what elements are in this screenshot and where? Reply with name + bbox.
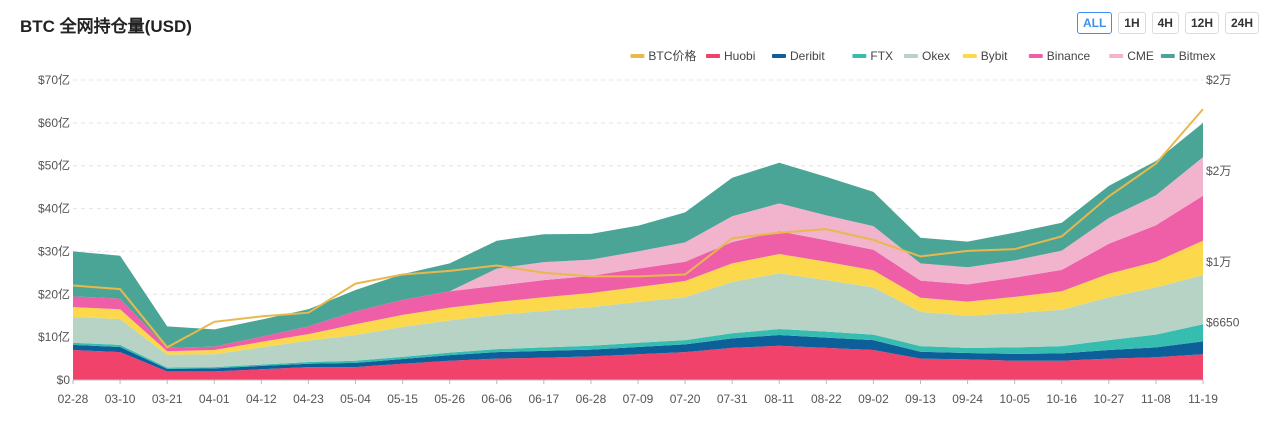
x-tick-label: 05-26 <box>434 392 465 406</box>
tab-1h[interactable]: 1H <box>1118 12 1146 34</box>
legend-swatch <box>1160 54 1175 58</box>
legend-label[interactable]: Binance <box>1047 49 1091 63</box>
page-title: BTC 全网持仓量(USD) <box>20 17 192 36</box>
x-tick-label: 04-23 <box>293 392 324 406</box>
y-tick-label: $50亿 <box>38 158 70 173</box>
price-tick-label: $2万 <box>1206 164 1231 178</box>
legend-swatch <box>1028 54 1043 58</box>
area-series-okex <box>73 273 1203 368</box>
x-tick-label: 02-28 <box>58 392 89 406</box>
x-tick-label: 06-17 <box>528 392 559 406</box>
legend-swatch <box>904 54 918 58</box>
x-tick-label: 10-05 <box>999 392 1030 406</box>
x-tick-label: 06-06 <box>481 392 512 406</box>
y-tick-label: $60亿 <box>38 115 70 130</box>
x-tick-label: 09-13 <box>905 392 936 406</box>
x-tick-label: 05-15 <box>387 392 418 406</box>
legend-swatch <box>1109 54 1124 58</box>
legend-label[interactable]: FTX <box>870 49 893 63</box>
tab-4h[interactable]: 4H <box>1151 12 1179 34</box>
time-range-tabs: ALL 1H 4H 12H 24H <box>1076 12 1259 34</box>
x-tick-label: 11-19 <box>1188 392 1218 406</box>
area-series-huobi <box>73 345 1203 380</box>
area-series-binance <box>73 195 1203 352</box>
area-series-ftx <box>73 324 1203 369</box>
legend-label[interactable]: Bybit <box>981 49 1008 63</box>
y-tick-label: $30亿 <box>38 243 70 258</box>
y-tick-label: $0 <box>57 373 71 387</box>
x-tick-label: 04-01 <box>199 392 230 406</box>
x-tick-label: 03-21 <box>152 392 183 406</box>
x-tick-label: 03-10 <box>105 392 136 406</box>
price-tick-label: $6650 <box>1206 316 1240 330</box>
x-tick-label: 04-12 <box>246 392 277 406</box>
x-tick-label: 08-11 <box>764 392 794 406</box>
tab-24h[interactable]: 24H <box>1224 12 1259 34</box>
x-tick-label: 09-24 <box>952 392 983 406</box>
legend-swatch <box>962 54 977 58</box>
x-tick-label: 07-09 <box>623 392 654 406</box>
x-tick-label: 07-20 <box>670 392 701 406</box>
price-layer <box>72 108 1204 349</box>
legend-swatch <box>630 54 645 58</box>
x-tick-label: 07-31 <box>717 392 748 406</box>
legend-label[interactable]: Okex <box>922 49 950 63</box>
price-tick-label: $1万 <box>1206 255 1231 269</box>
tab-all[interactable]: ALL <box>1076 12 1113 34</box>
x-tick-label: 09-02 <box>858 392 889 406</box>
legend-swatch <box>706 54 720 58</box>
x-tick-label: 10-16 <box>1046 392 1077 406</box>
area-series-cme <box>73 157 1203 348</box>
legend-label[interactable]: Deribit <box>790 49 825 63</box>
area-layer <box>73 122 1203 380</box>
x-tick-label: 08-22 <box>811 392 842 406</box>
btc-price-line <box>72 108 1204 349</box>
y-tick-label: $70亿 <box>38 72 70 87</box>
x-tick-label: 05-04 <box>340 392 371 406</box>
area-series-deribit <box>73 335 1203 372</box>
x-tick-label: 11-08 <box>1141 392 1171 406</box>
axis-layer: $0 $10亿 $20亿 $30亿 $40亿 $50亿 $60亿 $70亿 $6650 $1万 $2… <box>38 72 1240 406</box>
area-series-bitmex <box>73 122 1203 348</box>
area-series-bybit <box>73 240 1203 355</box>
legend-label[interactable]: Huobi <box>724 49 755 63</box>
legend-label[interactable]: BTC价格 <box>648 48 696 63</box>
y-tick-label: $20亿 <box>38 286 70 301</box>
legend-swatch <box>852 54 867 58</box>
tab-12h[interactable]: 12H <box>1184 12 1219 34</box>
legend-swatch <box>772 54 786 58</box>
x-tick-label: 10-27 <box>1093 392 1124 406</box>
x-tick-label: 06-28 <box>576 392 607 406</box>
price-tick-label: $2万 <box>1206 73 1231 87</box>
y-tick-label: $40亿 <box>38 201 70 216</box>
legend-label[interactable]: Bitmex <box>1179 49 1216 63</box>
legend-label[interactable]: CME <box>1127 49 1154 63</box>
legend: BTC价格 Huobi Deribit FTX Okex Bybit Binance CME B… <box>630 48 1215 63</box>
y-tick-label: $10亿 <box>38 329 70 344</box>
